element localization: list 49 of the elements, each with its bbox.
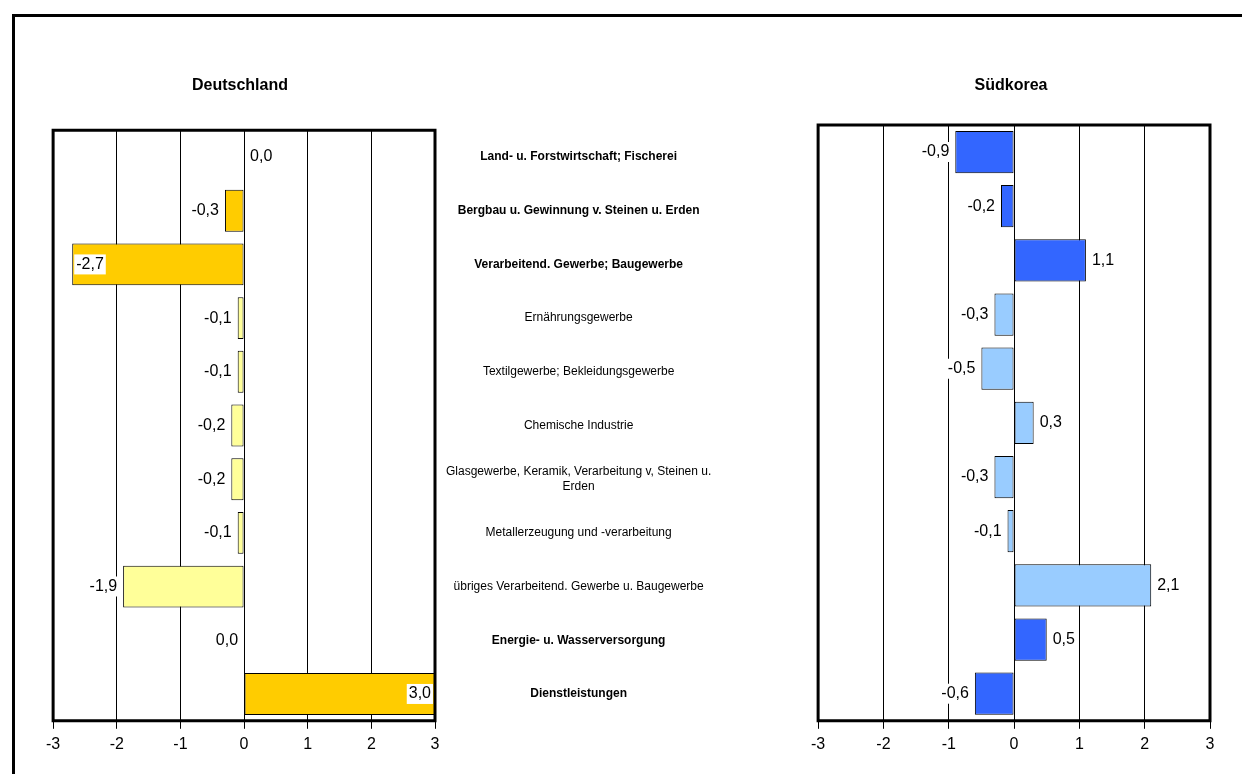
data-label: 0,0 [215, 630, 239, 648]
data-label: -0,3 [960, 304, 989, 322]
data-label: 0,3 [1039, 413, 1062, 431]
data-label: -0,1 [204, 523, 232, 541]
data-label: 0,0 [250, 147, 273, 165]
y-tick-label: Land- u. Forstwirtschaft; Fischerei [480, 149, 677, 164]
y-tick-label: Textilgewerbe; Bekleidungsgewerbe [482, 364, 675, 379]
x-tick-label: 0 [1009, 734, 1019, 752]
y-tick-label: Energie- u. Wasserversorgung [491, 632, 666, 647]
x-tick-label: -3 [811, 734, 826, 752]
x-tick-label: 1 [303, 734, 313, 752]
y-tick-label: Glasgewerbe, Keramik, Verarbeitung v, Steinen u. Erden [445, 464, 712, 493]
x-tick-label: 0 [239, 734, 249, 752]
data-label: -0,6 [941, 684, 969, 702]
y-tick-label: Bergbau u. Gewinnung v. Steinen u. Erden [457, 203, 700, 218]
data-label: 3,0 [408, 684, 432, 702]
y-tick-label: übriges Verarbeitend. Gewerbe u. Baugewerbe [453, 578, 705, 593]
data-label: -1,9 [89, 576, 118, 594]
x-tick-label: -2 [876, 734, 891, 752]
y-tick-label: Chemische Industrie [523, 417, 634, 432]
x-tick-label: -3 [46, 734, 61, 752]
chart-title: Südkorea [973, 76, 1049, 94]
data-label: -2,7 [76, 254, 104, 272]
x-tick-label: 2 [1140, 734, 1150, 752]
x-tick-label: 2 [366, 734, 376, 752]
x-tick-label: 3 [430, 734, 440, 752]
data-label: -0,2 [197, 415, 226, 433]
x-tick-label: -1 [941, 734, 956, 752]
data-label: -0,2 [967, 196, 996, 214]
y-tick-label: Dienstleistungen [530, 686, 627, 701]
data-label: -0,1 [204, 362, 232, 380]
chart-title: Deutschland [191, 76, 289, 94]
data-label: 2,1 [1157, 575, 1180, 593]
x-tick-label: 3 [1205, 734, 1215, 752]
y-tick-label: Ernährungsgewerbe [524, 310, 633, 325]
data-label: 1,1 [1091, 250, 1115, 268]
data-label: -0,3 [960, 467, 989, 485]
data-label: -0,9 [921, 142, 950, 160]
data-label: -0,3 [191, 201, 220, 219]
data-label: -0,1 [204, 308, 232, 326]
y-tick-label: Verarbeitend. Gewerbe; Baugewerbe [474, 256, 684, 271]
data-label: -0,1 [973, 521, 1002, 539]
data-label: 0,5 [1052, 629, 1076, 647]
x-tick-label: -1 [173, 734, 188, 752]
x-tick-label: 1 [1074, 734, 1084, 752]
data-label: -0,2 [197, 469, 226, 487]
data-label: -0,5 [947, 359, 976, 377]
x-tick-label: -2 [109, 734, 124, 752]
y-tick-label: Metallerzeugung und -verarbeitung [485, 525, 672, 540]
